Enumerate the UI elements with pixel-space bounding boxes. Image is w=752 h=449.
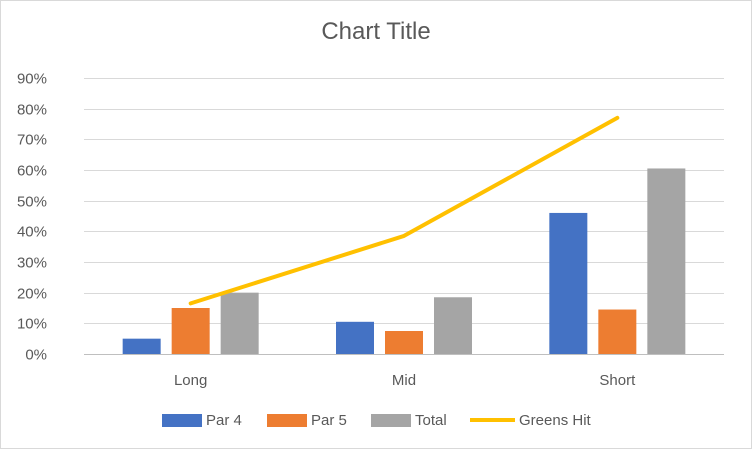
x-tick-label: Short [599, 372, 636, 389]
y-tick-label: 40% [17, 224, 47, 241]
bar-total [434, 297, 472, 354]
chart-title: Chart Title [321, 18, 431, 45]
y-tick-label: 90% [17, 71, 47, 88]
legend-label-greens-hit: Greens Hit [519, 412, 592, 429]
y-tick-label: 70% [17, 132, 47, 149]
bar-par-4 [549, 212, 588, 354]
legend-label-par-5: Par 5 [311, 412, 347, 429]
bar-par-5 [171, 308, 210, 354]
legend-swatch-total [371, 414, 411, 427]
legend-swatch-par-5 [267, 414, 307, 427]
line-greens-hit [188, 115, 620, 306]
bar-par-5 [598, 309, 637, 354]
x-tick-label: Long [174, 372, 207, 389]
y-tick-label: 50% [17, 194, 47, 211]
bar-total [647, 168, 686, 354]
legend-label-total: Total [415, 412, 447, 429]
bar-par-4 [336, 321, 374, 354]
x-tick-label: Mid [392, 372, 416, 389]
legend-swatch-par-4 [162, 414, 202, 427]
bar-total [220, 292, 259, 354]
y-tick-label: 20% [17, 286, 47, 303]
bar-par-5 [385, 331, 423, 354]
y-tick-label: 10% [17, 316, 47, 333]
legend-label-par-4: Par 4 [206, 412, 242, 429]
y-tick-label: 80% [17, 102, 47, 119]
y-tick-label: 30% [17, 255, 47, 272]
bar-par-4 [122, 338, 161, 354]
y-tick-label: 0% [25, 347, 47, 364]
y-tick-label: 60% [17, 163, 47, 180]
